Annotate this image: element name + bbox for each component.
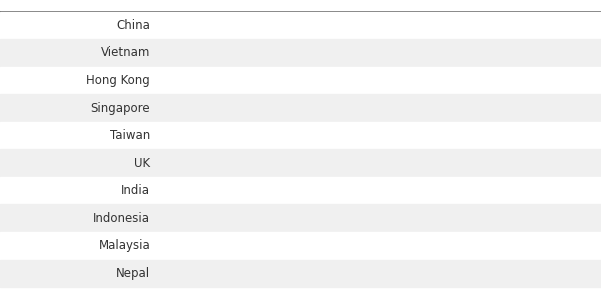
Bar (162, 126, 199, 146)
Text: Taiwan: Taiwan (110, 129, 150, 142)
Text: India: India (121, 184, 150, 197)
Bar (162, 15, 577, 35)
Text: 0.3: 0.3 (175, 103, 192, 113)
Text: Malaysia: Malaysia (99, 239, 150, 252)
Text: China: China (117, 19, 150, 32)
Bar (162, 236, 187, 256)
Text: Indonesia: Indonesia (93, 212, 150, 225)
Bar (162, 43, 211, 63)
Text: 0.3: 0.3 (175, 130, 192, 141)
Bar (162, 181, 187, 201)
Bar (162, 70, 199, 90)
Bar (162, 153, 187, 173)
Text: 0.4: 0.4 (188, 48, 204, 58)
Text: 3.4: 3.4 (553, 20, 569, 30)
Text: 0.2: 0.2 (193, 213, 209, 223)
Text: 0.2: 0.2 (193, 158, 209, 168)
Text: Hong Kong: Hong Kong (87, 74, 150, 87)
Bar (162, 208, 187, 228)
Bar (162, 98, 199, 118)
Text: 0.2: 0.2 (193, 241, 209, 251)
Text: Vietnam: Vietnam (101, 46, 150, 59)
Bar (162, 263, 187, 283)
Text: 0.2: 0.2 (193, 268, 209, 278)
Text: Nepal: Nepal (116, 267, 150, 280)
Text: Singapore: Singapore (91, 102, 150, 115)
Text: 0.3: 0.3 (175, 75, 192, 86)
Text: 0.2: 0.2 (193, 186, 209, 196)
Text: UK: UK (134, 157, 150, 170)
